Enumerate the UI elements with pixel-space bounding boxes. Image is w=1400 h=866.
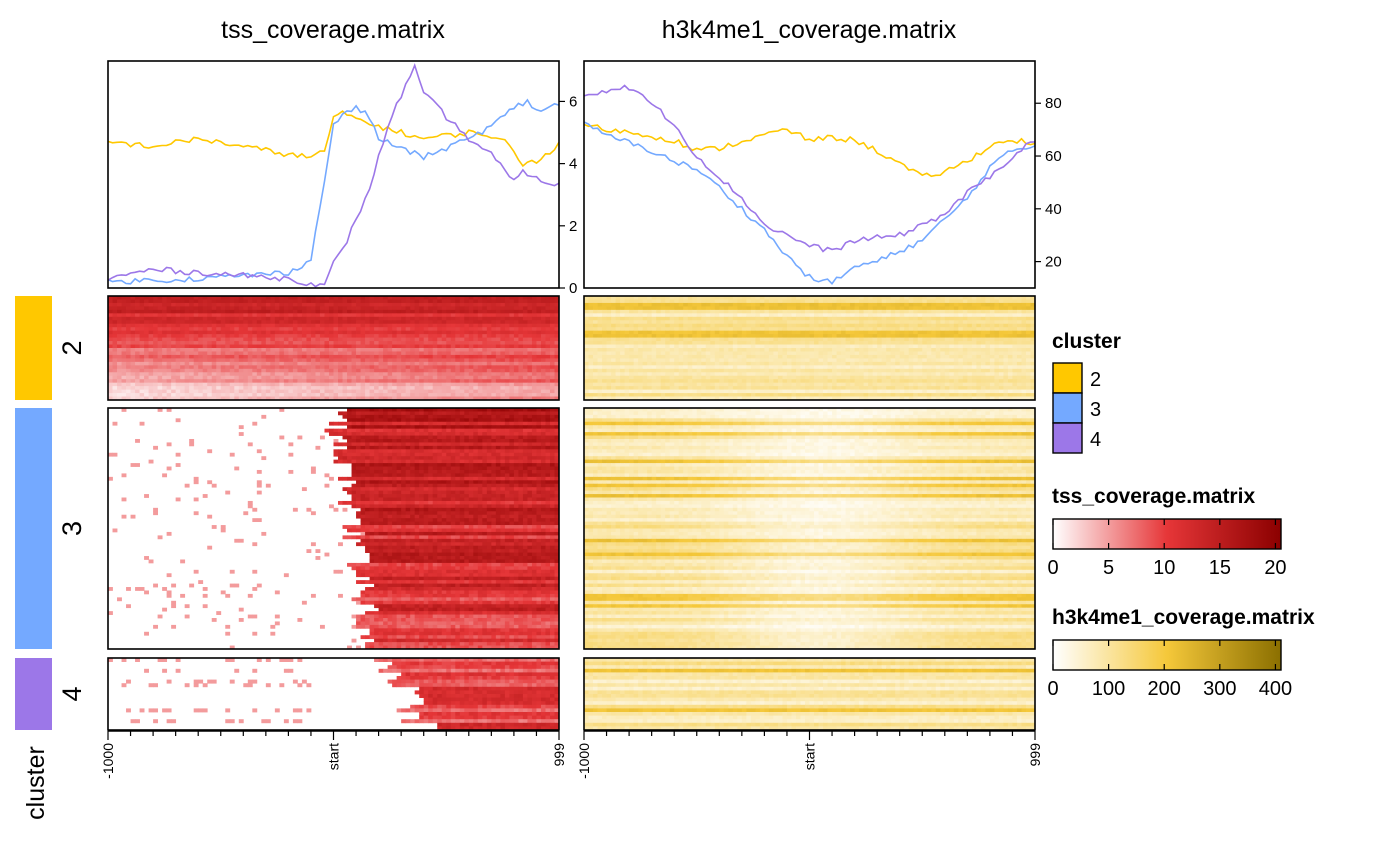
heatmap-panel-tss [108, 296, 559, 730]
legend-tick-label: 5 [1103, 557, 1114, 579]
legend-tick-label: 300 [1203, 678, 1236, 700]
profile-y-tick-label: 40 [1045, 201, 1062, 218]
legend-tick-label: 0 [1047, 678, 1058, 700]
legend-tss: tss_coverage.matrix 0 5 10 15 20 [1047, 485, 1286, 579]
profile-y-tick-label: 80 [1045, 95, 1062, 112]
profile-line-cluster-4 [108, 65, 559, 286]
legend-label-2: 2 [1090, 369, 1101, 391]
profile-line-cluster-4 [584, 86, 1035, 252]
heatmap-block-cluster-2 [108, 296, 559, 400]
x-axis-tick-label: 999 [1027, 743, 1043, 767]
legend-swatch-4 [1053, 423, 1082, 453]
heatmap-block-cluster-4 [584, 658, 1035, 730]
cluster-bar-4 [15, 658, 52, 730]
profile-box [108, 61, 559, 288]
profile-box [584, 61, 1035, 288]
profile-panel-h3k4me1: 20 40 60 80 [584, 61, 1062, 288]
profile-y-tick-label: 20 [1045, 254, 1062, 271]
legend-cluster: cluster 2 3 4 [1052, 330, 1121, 453]
heatmap-panel-h3k4me1 [584, 296, 1035, 730]
panel-title-h3k4me1: h3k4me1_coverage.matrix [662, 16, 957, 44]
legend-tick-label: 15 [1209, 557, 1231, 579]
profile-plots: 0 2 4 6 20 40 60 80 [108, 61, 1062, 297]
cluster-annotation-bar: 2 3 4 [15, 296, 87, 730]
row-annotation-label: cluster [22, 746, 50, 820]
x-axis-tick-label: -1000 [100, 743, 116, 779]
legend-h3k4me1-title: h3k4me1_coverage.matrix [1052, 606, 1315, 629]
legend-tss-title: tss_coverage.matrix [1052, 485, 1255, 508]
heatmap-bodies [108, 296, 1035, 730]
cluster-label-3: 3 [57, 521, 87, 536]
profile-line-cluster-2 [584, 124, 1035, 176]
legend-h3k4me1: h3k4me1_coverage.matrix 0 100 200 300 400 [1047, 606, 1315, 700]
cluster-label-2: 2 [57, 340, 87, 355]
x-axis-tick-label: 999 [551, 743, 567, 767]
legend-tick-label: 100 [1092, 678, 1125, 700]
cluster-bar-3 [15, 408, 52, 649]
legend-tick-label: 10 [1153, 557, 1175, 579]
x-axis-tick-label: start [326, 743, 342, 770]
profile-panel-tss: 0 2 4 6 [108, 61, 577, 297]
legend-tick-label: 200 [1148, 678, 1181, 700]
heatmap-block-cluster-3 [584, 408, 1035, 649]
heatmap-block-cluster-3 [108, 408, 559, 649]
legend-label-3: 3 [1090, 399, 1101, 421]
profile-line-cluster-3 [584, 122, 1035, 284]
x-axis-h3k4me1: -1000 start 999 [576, 731, 1043, 779]
legend-tick-label: 0 [1047, 557, 1058, 579]
legend-colorbar [1053, 519, 1281, 549]
x-axis-tick-label: start [802, 743, 818, 770]
profile-y-tick-label: 2 [569, 218, 577, 235]
legend-label-4: 4 [1090, 429, 1101, 451]
x-axis-tss: -1000 start 999 [100, 731, 567, 779]
legend-swatch-2 [1053, 363, 1082, 393]
x-axis-tick-label: -1000 [576, 743, 592, 779]
profile-y-tick-label: 0 [569, 280, 577, 297]
heatmap-block-cluster-2 [584, 296, 1035, 400]
legend-tick-label: 20 [1264, 557, 1286, 579]
profile-line-cluster-3 [108, 100, 559, 284]
profile-y-tick-label: 4 [569, 156, 577, 173]
cluster-bar-2 [15, 296, 52, 400]
heatmap-block-cluster-4 [108, 658, 559, 730]
legend-tick-label: 400 [1259, 678, 1292, 700]
profile-line-cluster-2 [108, 111, 559, 166]
panel-title-tss: tss_coverage.matrix [221, 16, 445, 44]
x-axes: -1000 start 999 -1000 start 999 [100, 731, 1043, 779]
profile-y-tick-label: 6 [569, 93, 577, 110]
legend-cluster-title: cluster [1052, 330, 1121, 353]
cluster-label-4: 4 [57, 686, 87, 701]
legend-colorbar [1053, 640, 1281, 670]
profile-y-tick-label: 60 [1045, 148, 1062, 165]
legend-swatch-3 [1053, 393, 1082, 423]
